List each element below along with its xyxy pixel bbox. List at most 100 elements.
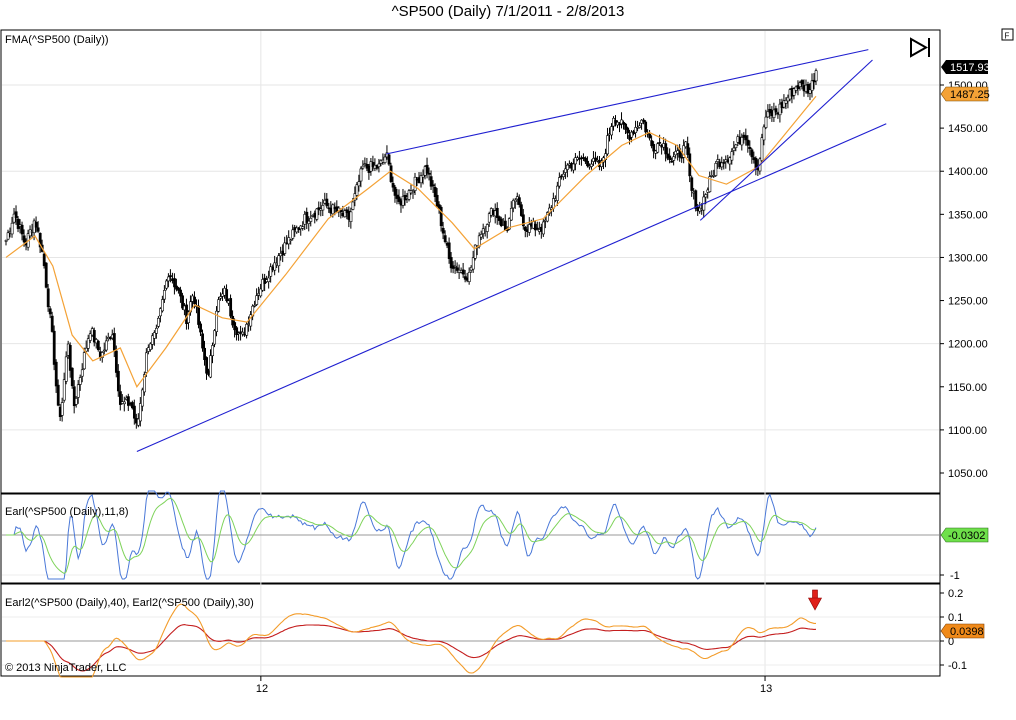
svg-text:-0.0302: -0.0302 [948, 530, 985, 542]
candle-body [143, 374, 146, 393]
earl-panel[interactable] [0, 493, 941, 584]
candle-body [748, 147, 752, 149]
candle-body [141, 389, 144, 407]
candle-body [76, 384, 80, 398]
candle-body [461, 269, 465, 275]
candle-body [806, 84, 810, 94]
candle-body [658, 142, 662, 144]
candle-body [253, 304, 257, 307]
candle-body [339, 209, 343, 213]
candle-body [652, 144, 656, 152]
candle-body [349, 211, 353, 222]
candle-body [321, 205, 325, 211]
candle-body [810, 80, 814, 91]
candle-body [289, 239, 293, 241]
candle-body [159, 308, 162, 317]
candle-body [542, 221, 545, 235]
candle-body [694, 190, 698, 209]
candle-body [161, 299, 164, 312]
candle-body [16, 218, 20, 229]
candle-body [642, 119, 646, 123]
candle-body [273, 262, 277, 271]
scroll-to-end-icon[interactable] [910, 37, 930, 58]
candle-body [245, 323, 249, 336]
candle-body [425, 164, 429, 174]
candle-body [199, 323, 202, 333]
candle-body [88, 333, 92, 341]
candle-body [686, 143, 690, 155]
candle-body [100, 352, 104, 358]
candle-body [28, 229, 32, 237]
corner-f-button[interactable]: F [1001, 28, 1014, 41]
candle-body [536, 227, 539, 230]
candle-body [499, 218, 503, 227]
earl2-30-line [6, 603, 816, 678]
candle-body [351, 201, 355, 210]
candle-body [267, 277, 271, 282]
candle-body [233, 322, 237, 331]
candle-body [564, 168, 567, 173]
candle-body [618, 123, 622, 126]
candle-body [467, 271, 471, 282]
candle-body [149, 343, 152, 350]
candle-body [391, 182, 395, 188]
price-panel[interactable] [0, 29, 941, 494]
candlestick-series [4, 68, 818, 429]
trendline-3 [699, 59, 873, 221]
candle-body [680, 156, 684, 159]
earl-y-axis: -1 [940, 570, 960, 582]
price-y-tick-label: 1050.00 [948, 468, 988, 480]
candle-body [431, 184, 435, 187]
fma-series [5, 95, 817, 388]
candle-body [546, 212, 549, 222]
candle-body [163, 290, 166, 300]
candle-body [277, 255, 281, 267]
candle-body [800, 80, 804, 85]
candle-body [122, 401, 126, 405]
candle-body [419, 175, 423, 184]
candle-body [732, 147, 736, 151]
candle-body [203, 347, 206, 361]
candle-body [397, 196, 401, 202]
candle-body [309, 217, 313, 222]
earl2-panel[interactable] [0, 583, 941, 677]
candle-body [131, 402, 134, 409]
candle-body [590, 163, 593, 167]
earl2-y-tick-label: 0.1 [948, 612, 963, 624]
candle-body [389, 165, 393, 182]
price-y-tick-label: 1300.00 [948, 252, 988, 264]
candle-body [127, 396, 130, 406]
candle-body [584, 157, 587, 162]
candle-body [393, 186, 397, 196]
candle-body [92, 330, 96, 343]
earl-y-tick-label: -1 [950, 570, 960, 582]
price-y-tick-label: 1200.00 [948, 339, 988, 351]
candle-body [523, 226, 527, 231]
candle-body [145, 352, 148, 373]
earl2-y-tick-label: 0.2 [948, 588, 963, 600]
candle-body [574, 157, 577, 165]
candle-body [241, 331, 245, 335]
candle-body [84, 347, 88, 352]
candle-body [36, 227, 40, 232]
candle-body [750, 149, 754, 158]
candle-body [670, 160, 674, 163]
candle-body [175, 285, 178, 290]
candle-body [624, 123, 628, 130]
candle-body [56, 384, 60, 406]
candle-body [167, 276, 170, 282]
candle-body [173, 278, 176, 288]
earl2-y-tick-label: -0.1 [948, 660, 967, 672]
candle-body [814, 70, 818, 82]
trendlines[interactable] [136, 49, 887, 452]
candle-body [114, 350, 118, 373]
candle-body [644, 121, 648, 133]
candle-body [734, 144, 738, 148]
candle-body [497, 216, 501, 221]
candle-body [704, 194, 708, 198]
candle-body [485, 224, 489, 232]
candle-body [527, 224, 531, 233]
candle-body [377, 163, 381, 167]
earl2-series [6, 603, 817, 678]
